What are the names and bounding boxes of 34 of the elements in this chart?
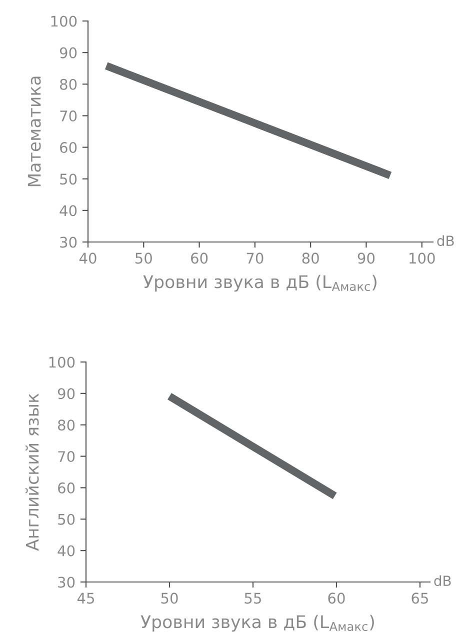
y-tick-label: 50 [58, 514, 75, 525]
y-tick-label: 40 [58, 545, 75, 556]
y-tick-label: 90 [60, 47, 77, 58]
y-tick-label: 60 [60, 142, 77, 154]
x-tick-label: 45 [77, 592, 94, 604]
y-axis-title: Английский язык [25, 394, 39, 551]
x-tick-label: 70 [246, 252, 264, 264]
x-tick-label: 65 [412, 592, 428, 604]
y-tick-label: 70 [58, 451, 75, 462]
y-tick-label: 60 [58, 482, 75, 494]
x-tick-label: 60 [191, 252, 208, 264]
x-tick-label: 40 [79, 252, 96, 264]
y-tick-label: 30 [58, 576, 75, 588]
x-tick-label: 100 [410, 252, 435, 264]
y-tick-label: 70 [60, 110, 77, 122]
x-axis-title: Уровни звука в дБ (L$_{Амакс}$) [143, 274, 376, 292]
y-tick-label: 100 [49, 356, 75, 368]
text: dB [437, 235, 454, 246]
y-tick-label: 80 [58, 420, 75, 431]
y-tick-label: 100 [51, 16, 77, 27]
y-tick-label: 50 [60, 174, 77, 185]
y-tick-label: 90 [58, 388, 75, 400]
x-tick-label: 80 [302, 252, 319, 264]
y-tick-label: 40 [60, 205, 77, 216]
y-axis-title: Математика [28, 76, 41, 186]
x-tick-label: 60 [328, 592, 345, 604]
y-tick-label: 80 [60, 78, 77, 90]
x-axis-title: Уровни звука в дБ (L$_{Амакс}$) [140, 614, 374, 632]
x-tick-label: 55 [244, 592, 261, 604]
x-tick-label: 90 [358, 252, 375, 264]
text: dB [434, 575, 451, 586]
x-tick-label: 50 [135, 252, 152, 264]
y-tick-label: 30 [60, 236, 77, 248]
x-tick-label: 50 [161, 592, 178, 604]
